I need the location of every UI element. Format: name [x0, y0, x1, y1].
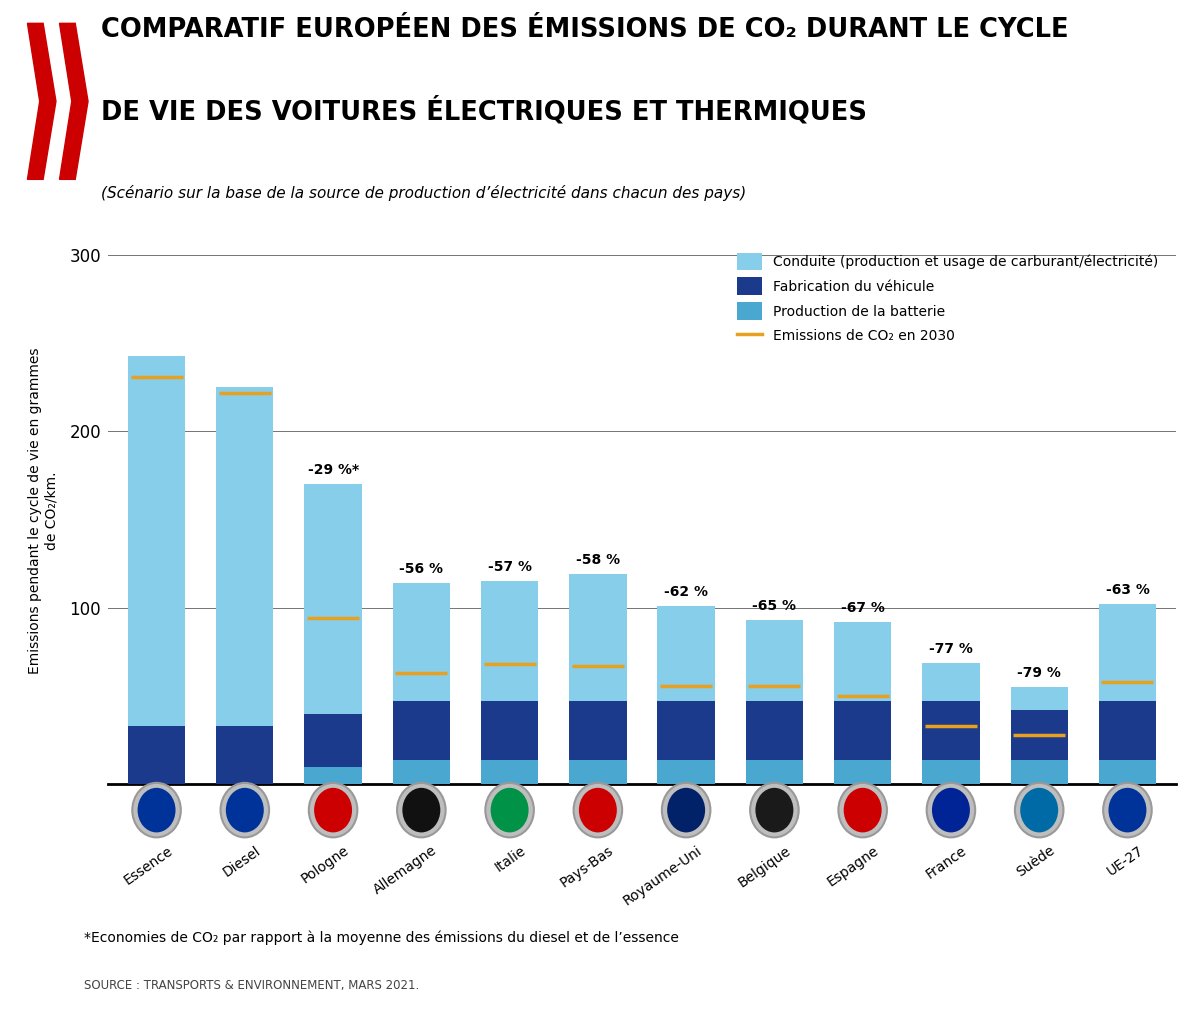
Ellipse shape: [485, 783, 534, 837]
Bar: [745, 620, 803, 702]
Bar: [305, 767, 361, 784]
Bar: [392, 702, 450, 760]
Text: -62 %: -62 %: [664, 585, 708, 599]
Polygon shape: [28, 24, 56, 180]
Bar: [481, 702, 539, 760]
Text: Pays-Bas: Pays-Bas: [558, 843, 617, 890]
Text: -56 %: -56 %: [400, 562, 443, 576]
Ellipse shape: [1020, 787, 1058, 833]
Bar: [305, 484, 361, 714]
Text: Pologne: Pologne: [299, 843, 352, 886]
Y-axis label: Emissions pendant le cycle de vie en grammes
de CO₂/km.: Emissions pendant le cycle de vie en gra…: [28, 348, 59, 674]
Text: -58 %: -58 %: [576, 553, 620, 568]
Text: Belgique: Belgique: [736, 843, 793, 890]
Bar: [569, 702, 626, 760]
Text: -67 %: -67 %: [841, 601, 884, 615]
Bar: [128, 727, 185, 784]
Text: France: France: [924, 843, 970, 881]
Bar: [834, 760, 892, 784]
Ellipse shape: [308, 783, 358, 837]
Ellipse shape: [132, 783, 181, 837]
Ellipse shape: [932, 787, 970, 833]
Bar: [658, 760, 715, 784]
Bar: [658, 606, 715, 702]
Bar: [1010, 687, 1068, 710]
Text: Essence: Essence: [121, 843, 175, 888]
Ellipse shape: [402, 787, 440, 833]
Text: -65 %: -65 %: [752, 600, 797, 613]
Legend: Conduite (production et usage de carburant/électricité), Fabrication du véhicule: Conduite (production et usage de carbura…: [731, 247, 1164, 351]
Bar: [481, 760, 539, 784]
Bar: [923, 702, 979, 760]
Text: Italie: Italie: [492, 843, 528, 874]
Polygon shape: [60, 24, 88, 180]
Bar: [128, 356, 185, 727]
Text: -63 %: -63 %: [1105, 583, 1150, 598]
Text: -79 %: -79 %: [1018, 667, 1061, 680]
Bar: [569, 575, 626, 702]
Ellipse shape: [1103, 783, 1152, 837]
Bar: [392, 760, 450, 784]
Ellipse shape: [314, 787, 352, 833]
Ellipse shape: [839, 783, 887, 837]
Bar: [481, 581, 539, 702]
Bar: [658, 702, 715, 760]
Bar: [745, 760, 803, 784]
Ellipse shape: [756, 787, 793, 833]
Ellipse shape: [1109, 787, 1146, 833]
Ellipse shape: [1015, 783, 1063, 837]
Bar: [1010, 760, 1068, 784]
Bar: [1099, 605, 1156, 702]
Ellipse shape: [221, 783, 269, 837]
Text: UE-27: UE-27: [1104, 843, 1146, 878]
Ellipse shape: [491, 787, 528, 833]
Ellipse shape: [578, 787, 617, 833]
Bar: [216, 727, 274, 784]
Bar: [392, 583, 450, 702]
Ellipse shape: [662, 783, 710, 837]
Text: Royaume-Uni: Royaume-Uni: [620, 843, 704, 908]
Text: Diesel: Diesel: [221, 843, 264, 879]
Text: Espagne: Espagne: [824, 843, 881, 889]
Bar: [1099, 702, 1156, 760]
Text: -29 %*: -29 %*: [307, 463, 359, 478]
Text: -77 %: -77 %: [929, 642, 973, 655]
Ellipse shape: [226, 787, 264, 833]
Bar: [569, 760, 626, 784]
Text: -57 %: -57 %: [487, 560, 532, 575]
Bar: [923, 663, 979, 702]
Text: SOURCE : TRANSPORTS & ENVIRONNEMENT, MARS 2021.: SOURCE : TRANSPORTS & ENVIRONNEMENT, MAR…: [84, 978, 419, 992]
Ellipse shape: [667, 787, 706, 833]
Ellipse shape: [926, 783, 976, 837]
Bar: [216, 387, 274, 727]
Ellipse shape: [397, 783, 445, 837]
Bar: [834, 702, 892, 760]
Ellipse shape: [844, 787, 882, 833]
Text: Allemagne: Allemagne: [371, 843, 440, 897]
Ellipse shape: [138, 787, 175, 833]
Ellipse shape: [750, 783, 799, 837]
Ellipse shape: [574, 783, 622, 837]
Bar: [745, 702, 803, 760]
Text: COMPARATIF EUROPÉEN DES ÉMISSIONS DE CO₂ DURANT LE CYCLE: COMPARATIF EUROPÉEN DES ÉMISSIONS DE CO₂…: [101, 17, 1069, 42]
Text: *Economies de CO₂ par rapport à la moyenne des émissions du diesel et de l’essen: *Economies de CO₂ par rapport à la moyen…: [84, 931, 679, 945]
Text: DE VIE DES VOITURES ÉLECTRIQUES ET THERMIQUES: DE VIE DES VOITURES ÉLECTRIQUES ET THERM…: [101, 97, 868, 126]
Bar: [923, 760, 979, 784]
Text: Suède: Suède: [1014, 843, 1058, 879]
Bar: [834, 622, 892, 702]
Bar: [305, 714, 361, 767]
Bar: [1010, 710, 1068, 760]
Bar: [1099, 760, 1156, 784]
Text: (Scénario sur la base de la source de production d’électricité dans chacun des p: (Scénario sur la base de la source de pr…: [101, 185, 746, 201]
